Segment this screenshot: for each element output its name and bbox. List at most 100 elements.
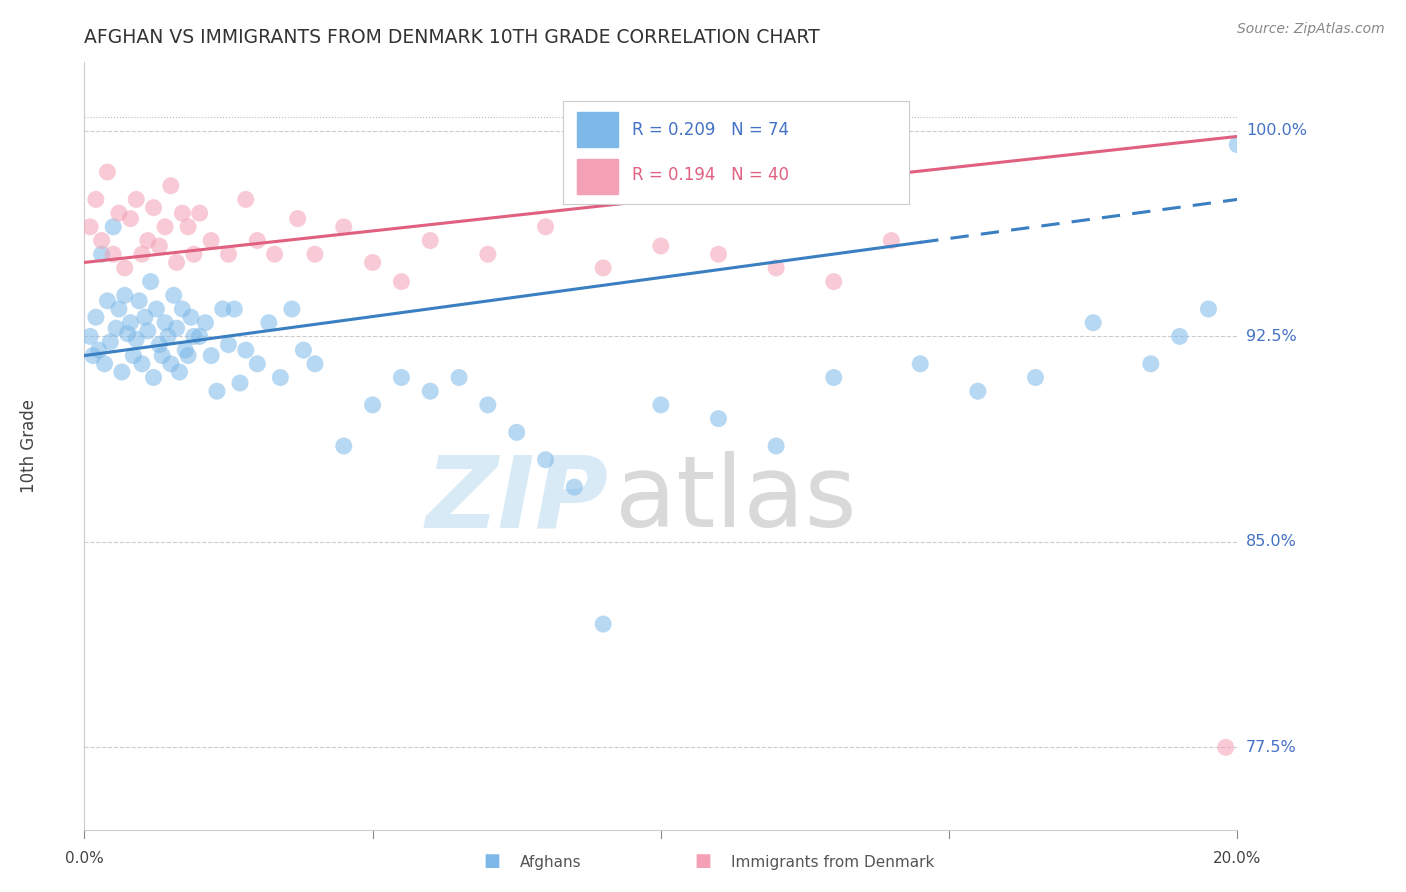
Point: [87, 343, 110, 358]
Point: [333, 439, 356, 453]
Point: [224, 301, 246, 316]
Point: [287, 211, 309, 226]
Point: [257, 316, 280, 330]
Point: [1168, 329, 1191, 343]
Point: [304, 247, 326, 261]
Point: [134, 310, 156, 325]
Text: 0.0%: 0.0%: [65, 852, 104, 866]
Text: ZIP: ZIP: [426, 451, 609, 549]
Point: [96, 165, 118, 179]
Point: [103, 247, 124, 261]
Point: [246, 234, 269, 248]
Point: [391, 370, 413, 384]
Point: [1083, 316, 1105, 330]
Point: [188, 206, 211, 220]
Point: [79, 329, 101, 343]
Point: [1226, 137, 1249, 152]
Point: [564, 480, 586, 494]
Point: [229, 376, 252, 390]
Point: [148, 239, 170, 253]
Point: [200, 349, 222, 363]
Text: Afghans: Afghans: [520, 855, 582, 870]
Point: [650, 398, 672, 412]
Point: [592, 260, 614, 275]
Point: [823, 370, 845, 384]
Text: 77.5%: 77.5%: [1246, 739, 1296, 755]
Point: [105, 321, 128, 335]
Point: [477, 398, 499, 412]
Text: atlas: atlas: [614, 451, 856, 549]
Point: [79, 219, 101, 234]
Point: [477, 247, 499, 261]
Point: [148, 337, 170, 351]
Point: [131, 357, 153, 371]
Text: 20.0%: 20.0%: [1213, 852, 1261, 866]
Point: [304, 357, 326, 371]
Point: [114, 260, 136, 275]
Point: [172, 206, 194, 220]
Point: [1140, 357, 1163, 371]
Point: [292, 343, 315, 358]
Point: [177, 219, 200, 234]
Point: [235, 343, 257, 358]
Point: [707, 411, 730, 425]
Point: [281, 301, 304, 316]
Point: [707, 247, 730, 261]
Point: [910, 357, 932, 371]
Point: [177, 349, 200, 363]
Point: [117, 326, 139, 341]
Point: [136, 324, 159, 338]
Point: [1198, 301, 1220, 316]
Text: ■: ■: [484, 852, 501, 870]
Point: [90, 234, 112, 248]
Text: Source: ZipAtlas.com: Source: ZipAtlas.com: [1237, 22, 1385, 37]
Point: [142, 370, 165, 384]
Point: [98, 334, 121, 349]
Point: [166, 255, 188, 269]
Text: 100.0%: 100.0%: [1246, 123, 1308, 138]
Point: [419, 234, 441, 248]
Text: 10th Grade: 10th Grade: [20, 399, 38, 493]
Point: [235, 193, 257, 207]
Point: [125, 332, 148, 346]
Point: [136, 234, 159, 248]
Point: [84, 193, 107, 207]
Point: [169, 365, 191, 379]
Point: [120, 316, 142, 330]
Point: [188, 329, 211, 343]
Point: [84, 310, 107, 325]
Point: [183, 329, 205, 343]
Point: [592, 617, 614, 632]
Point: [211, 301, 233, 316]
Point: [153, 219, 176, 234]
Point: [183, 247, 205, 261]
Point: [1215, 740, 1237, 755]
Point: [96, 293, 118, 308]
Text: AFGHAN VS IMMIGRANTS FROM DENMARK 10TH GRADE CORRELATION CHART: AFGHAN VS IMMIGRANTS FROM DENMARK 10TH G…: [84, 28, 820, 47]
Point: [765, 260, 787, 275]
Text: Immigrants from Denmark: Immigrants from Denmark: [731, 855, 935, 870]
Point: [128, 293, 150, 308]
Point: [180, 310, 202, 325]
Point: [156, 329, 179, 343]
Point: [200, 234, 222, 248]
Point: [131, 247, 153, 261]
Point: [967, 384, 990, 399]
Point: [765, 439, 787, 453]
Point: [506, 425, 529, 440]
Point: [534, 219, 557, 234]
Point: [194, 316, 217, 330]
Point: [125, 193, 148, 207]
Point: [90, 247, 112, 261]
Point: [361, 398, 384, 412]
Point: [174, 343, 197, 358]
Text: ■: ■: [695, 852, 711, 870]
Point: [111, 365, 134, 379]
Point: [419, 384, 441, 399]
Point: [449, 370, 471, 384]
Point: [218, 247, 240, 261]
Point: [823, 275, 845, 289]
Point: [122, 349, 145, 363]
Point: [218, 337, 240, 351]
Point: [93, 357, 115, 371]
